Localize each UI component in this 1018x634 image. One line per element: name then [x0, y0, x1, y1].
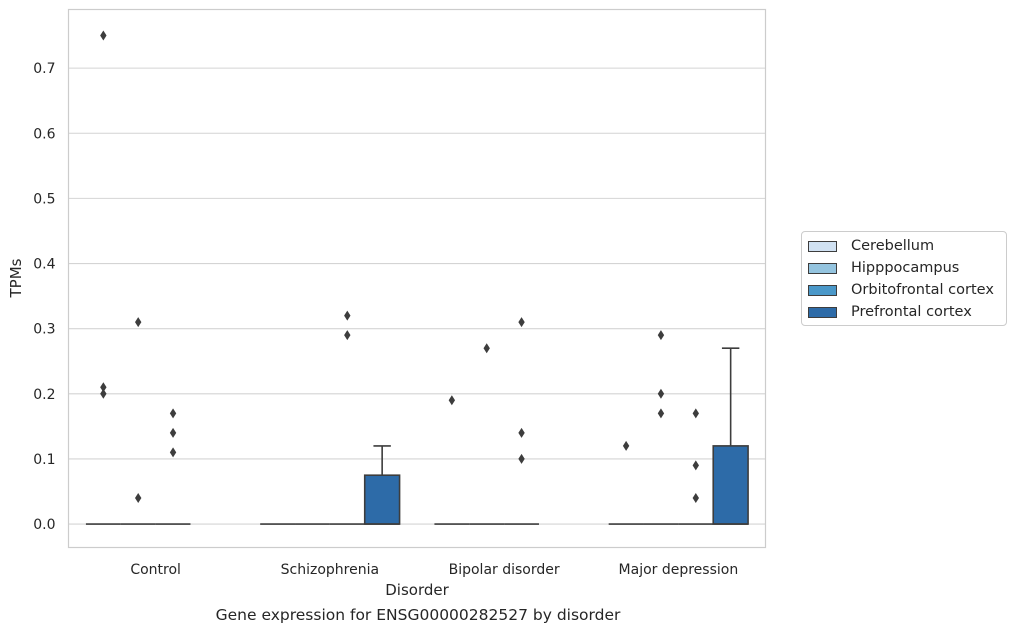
x-tick-label: Schizophrenia — [281, 562, 379, 578]
x-tick-label: Control — [130, 562, 181, 578]
legend-swatch-orbitofrontal-cortex — [808, 284, 837, 296]
outlier-point — [100, 30, 107, 41]
legend-swatch-cerebellum — [808, 240, 837, 252]
box-1-4 — [608, 440, 644, 525]
box-4-4 — [712, 347, 749, 525]
y-tick-label: 0.7 — [33, 61, 55, 77]
y-tick-label: 0.3 — [33, 322, 55, 338]
box-3-4 — [678, 408, 714, 525]
outlier-point — [169, 427, 177, 438]
outlier-point — [622, 440, 630, 451]
outlier-point — [135, 492, 142, 503]
box-body — [712, 445, 749, 525]
legend-label: Prefrontal cortex — [851, 304, 972, 320]
figure-caption: Gene expression for ENSG00000282527 by d… — [215, 606, 621, 624]
outlier-point — [169, 447, 177, 458]
plot-area — [85, 30, 749, 525]
outlier-point — [344, 330, 351, 341]
y-tick-label: 0.4 — [33, 257, 55, 273]
legend: Cerebellum Hipppocampus Orbitofrontal co… — [801, 231, 1007, 326]
outlier-point — [518, 427, 525, 438]
box-4-2 — [363, 445, 401, 525]
box-1-3 — [434, 395, 470, 525]
outlier-point — [169, 408, 177, 419]
legend-label: Hipppocampus — [851, 260, 960, 276]
legend-item-prefrontal-cortex: Prefrontal cortex — [808, 303, 972, 321]
box-3-3 — [504, 317, 539, 525]
outlier-point — [344, 310, 351, 321]
y-tick-label: 0.2 — [33, 387, 55, 403]
legend-item-orbitofrontal-cortex: Orbitofrontal cortex — [808, 281, 994, 299]
y-tick-label: 0.5 — [33, 191, 55, 207]
outlier-point — [692, 408, 699, 419]
box-2-3 — [469, 343, 505, 525]
outlier-point — [135, 317, 142, 328]
legend-swatch-prefrontal-cortex — [808, 306, 837, 318]
grid-lines — [68, 67, 766, 525]
box-2-1 — [120, 317, 156, 525]
outlier-point — [483, 343, 490, 354]
box-2-4 — [643, 330, 679, 525]
y-axis-label: TPMs — [7, 258, 25, 298]
legend-label: Orbitofrontal cortex — [851, 282, 994, 298]
legend-swatch-hippocampus — [808, 262, 837, 274]
x-tick-label: Bipolar disorder — [449, 562, 560, 578]
legend-item-cerebellum: Cerebellum — [808, 237, 934, 255]
outlier-point — [692, 460, 699, 471]
legend-item-hippocampus: Hipppocampus — [808, 259, 959, 277]
x-axis: Control Schizophrenia Bipolar disorder Majo… — [130, 562, 738, 578]
outlier-point — [657, 388, 665, 399]
outlier-point — [100, 382, 107, 393]
outlier-point — [518, 317, 525, 328]
plot-frame — [67, 8, 767, 549]
outlier-point — [100, 388, 107, 399]
legend-label: Cerebellum — [851, 238, 935, 254]
outlier-point — [657, 408, 665, 419]
y-axis: 0.0 0.1 0.2 0.3 0.4 0.5 0.6 0.7 — [33, 61, 55, 533]
box-3-2 — [329, 310, 365, 525]
y-tick-label: 0.1 — [33, 452, 55, 468]
outlier-point — [448, 395, 456, 406]
x-axis-label: Disorder — [385, 581, 449, 599]
box-3-1 — [155, 408, 191, 525]
y-tick-label: 0.0 — [33, 517, 55, 533]
y-tick-label: 0.6 — [33, 126, 55, 142]
box-1-1 — [85, 30, 121, 525]
outlier-point — [657, 330, 665, 341]
x-tick-label: Major depression — [619, 562, 739, 578]
outlier-point — [518, 453, 525, 464]
box-body — [363, 474, 401, 525]
outlier-point — [692, 492, 699, 503]
